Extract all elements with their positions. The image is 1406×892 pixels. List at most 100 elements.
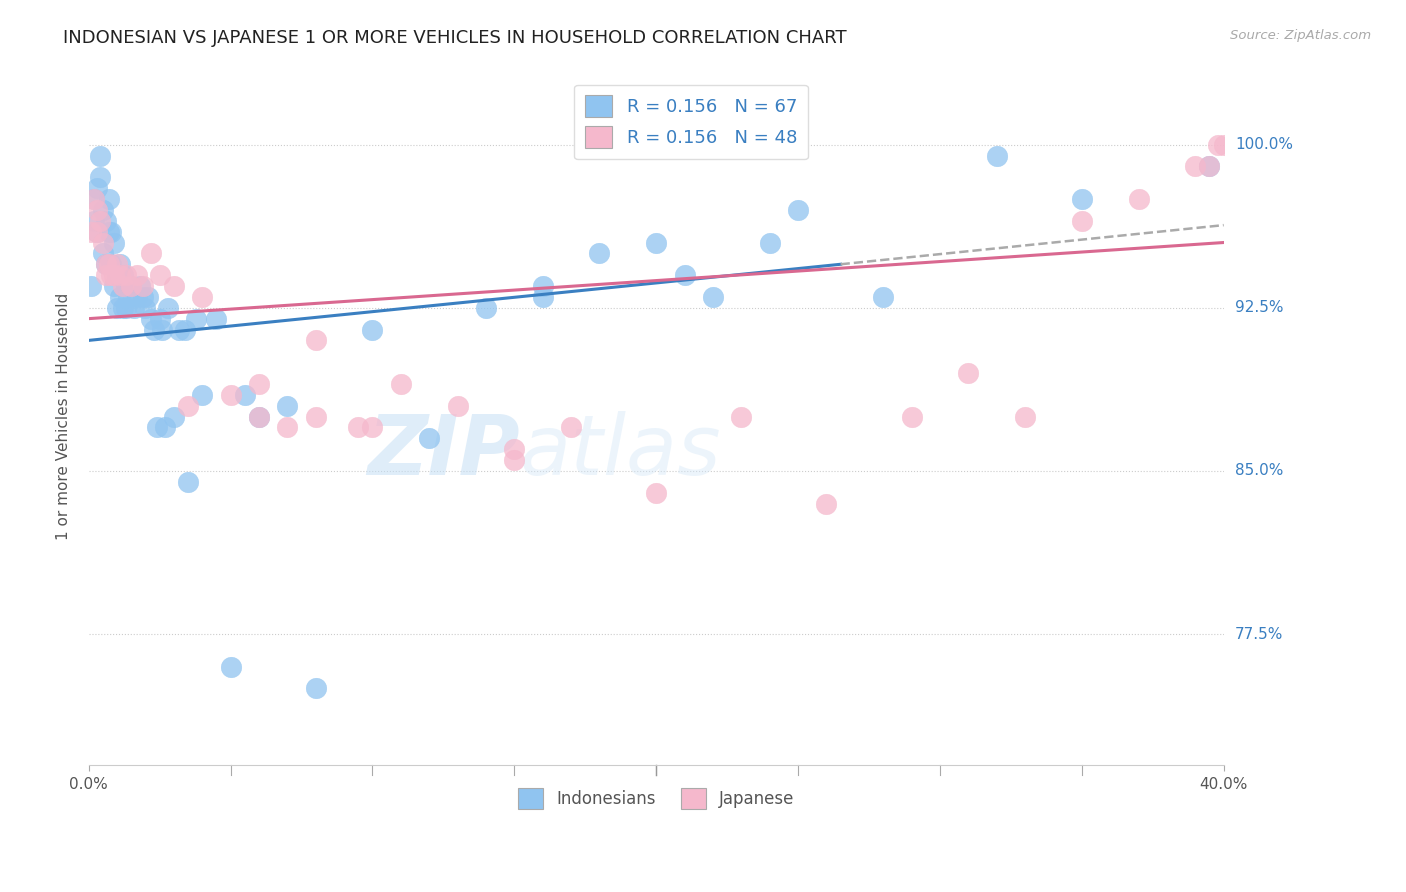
Point	[276, 399, 298, 413]
Point	[233, 388, 256, 402]
Point	[111, 301, 134, 315]
Point	[758, 235, 780, 250]
Point	[361, 420, 384, 434]
Point	[97, 225, 120, 239]
Point	[103, 268, 125, 282]
Point	[86, 225, 108, 239]
Point	[446, 399, 468, 413]
Point	[186, 311, 208, 326]
Point	[157, 301, 180, 315]
Point	[191, 388, 214, 402]
Point	[120, 279, 142, 293]
Legend: Indonesians, Japanese: Indonesians, Japanese	[512, 781, 801, 815]
Point	[1198, 160, 1220, 174]
Point	[177, 475, 200, 489]
Point	[361, 322, 384, 336]
Point	[114, 268, 136, 282]
Text: 100.0%: 100.0%	[1234, 137, 1294, 153]
Point	[103, 235, 125, 250]
Point	[89, 148, 111, 162]
Point	[155, 420, 177, 434]
Point	[1184, 160, 1206, 174]
Point	[105, 268, 128, 282]
Point	[83, 213, 105, 227]
Point	[80, 279, 103, 293]
Point	[531, 290, 554, 304]
Point	[105, 257, 128, 271]
Point	[80, 225, 103, 239]
Point	[900, 409, 922, 424]
Point	[205, 311, 228, 326]
Point	[588, 246, 610, 260]
Point	[1128, 192, 1150, 206]
Point	[114, 301, 136, 315]
Point	[134, 301, 156, 315]
Point	[560, 420, 582, 434]
Point	[108, 257, 131, 271]
Point	[1206, 137, 1229, 152]
Point	[120, 279, 142, 293]
Point	[986, 148, 1008, 162]
Point	[125, 268, 148, 282]
Point	[503, 453, 526, 467]
Point	[219, 388, 242, 402]
Point	[177, 399, 200, 413]
Point	[645, 235, 668, 250]
Point	[91, 202, 114, 217]
Text: INDONESIAN VS JAPANESE 1 OR MORE VEHICLES IN HOUSEHOLD CORRELATION CHART: INDONESIAN VS JAPANESE 1 OR MORE VEHICLE…	[63, 29, 846, 46]
Point	[163, 409, 186, 424]
Point	[503, 442, 526, 457]
Point	[111, 279, 134, 293]
Point	[389, 376, 412, 391]
Point	[191, 290, 214, 304]
Point	[89, 213, 111, 227]
Point	[125, 290, 148, 304]
Text: Source: ZipAtlas.com: Source: ZipAtlas.com	[1230, 29, 1371, 42]
Point	[139, 246, 162, 260]
Point	[91, 246, 114, 260]
Point	[247, 376, 270, 391]
Point	[94, 213, 117, 227]
Text: 85.0%: 85.0%	[1234, 463, 1284, 478]
Text: atlas: atlas	[520, 411, 721, 491]
Point	[1014, 409, 1036, 424]
Point	[86, 225, 108, 239]
Point	[103, 279, 125, 293]
Point	[815, 496, 838, 510]
Point	[305, 334, 328, 348]
Point	[169, 322, 191, 336]
Point	[1212, 137, 1234, 152]
Point	[114, 279, 136, 293]
Point	[305, 409, 328, 424]
Text: 92.5%: 92.5%	[1234, 301, 1284, 315]
Point	[872, 290, 894, 304]
Point	[97, 257, 120, 271]
Point	[100, 268, 122, 282]
Point	[475, 301, 498, 315]
Point	[122, 301, 145, 315]
Text: ZIP: ZIP	[367, 411, 520, 491]
Point	[97, 192, 120, 206]
Point	[276, 420, 298, 434]
Point	[219, 659, 242, 673]
Point	[86, 202, 108, 217]
Point	[91, 235, 114, 250]
Point	[83, 192, 105, 206]
Point	[131, 279, 153, 293]
Point	[108, 290, 131, 304]
Point	[152, 322, 174, 336]
Point	[94, 257, 117, 271]
Point	[957, 366, 980, 380]
Point	[247, 409, 270, 424]
Point	[83, 192, 105, 206]
Point	[89, 170, 111, 185]
Point	[247, 409, 270, 424]
Point	[94, 257, 117, 271]
Point	[108, 268, 131, 282]
Point	[111, 268, 134, 282]
Point	[100, 225, 122, 239]
Point	[117, 290, 139, 304]
Point	[531, 279, 554, 293]
Point	[94, 268, 117, 282]
Point	[139, 311, 162, 326]
